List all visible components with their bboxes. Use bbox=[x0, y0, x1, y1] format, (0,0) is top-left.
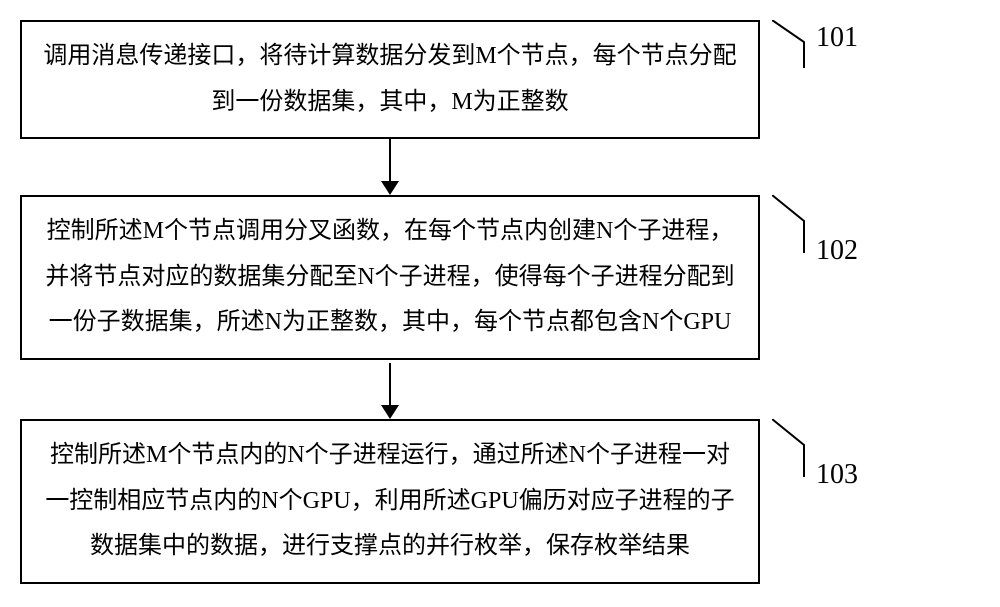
bracket-wrap: 101 bbox=[772, 20, 912, 102]
step-text: 控制所述M个节点调用分叉函数，在每个节点内创建N个子进程，并将节点对应的数据集分… bbox=[45, 218, 734, 335]
flow-step-row: 控制所述M个节点内的N个子进程运行，通过所述N个子进程一对一控制相应节点内的N个… bbox=[20, 419, 980, 587]
step-label: 102 bbox=[816, 235, 858, 267]
arrow-line bbox=[389, 363, 391, 405]
step-101-box: 调用消息传递接口，将待计算数据分发到M个节点，每个节点分配到一份数据集，其中，M… bbox=[20, 20, 760, 139]
arrow-line bbox=[389, 139, 391, 181]
bracket-icon bbox=[772, 419, 808, 477]
bracket-icon bbox=[772, 20, 808, 68]
step-102-box: 控制所述M个节点调用分叉函数，在每个节点内创建N个子进程，并将节点对应的数据集分… bbox=[20, 195, 760, 360]
flowchart: 调用消息传递接口，将待计算数据分发到M个节点，每个节点分配到一份数据集，其中，M… bbox=[20, 20, 980, 587]
bracket-icon bbox=[772, 195, 808, 253]
flow-step-row: 控制所述M个节点调用分叉函数，在每个节点内创建N个子进程，并将节点对应的数据集分… bbox=[20, 195, 980, 363]
step-text: 调用消息传递接口，将待计算数据分发到M个节点，每个节点分配到一份数据集，其中，M… bbox=[43, 43, 736, 115]
step-label: 103 bbox=[816, 459, 858, 491]
arrow bbox=[20, 139, 760, 195]
flow-step-row: 调用消息传递接口，将待计算数据分发到M个节点，每个节点分配到一份数据集，其中，M… bbox=[20, 20, 980, 139]
bracket-wrap: 103 bbox=[772, 419, 912, 587]
bracket-wrap: 102 bbox=[772, 195, 912, 363]
step-text: 控制所述M个节点内的N个子进程运行，通过所述N个子进程一对一控制相应节点内的N个… bbox=[45, 442, 734, 559]
arrow-head-icon bbox=[381, 181, 399, 195]
step-103-box: 控制所述M个节点内的N个子进程运行，通过所述N个子进程一对一控制相应节点内的N个… bbox=[20, 419, 760, 584]
step-label: 101 bbox=[816, 22, 858, 54]
arrow-head-icon bbox=[381, 405, 399, 419]
arrow bbox=[20, 363, 760, 419]
